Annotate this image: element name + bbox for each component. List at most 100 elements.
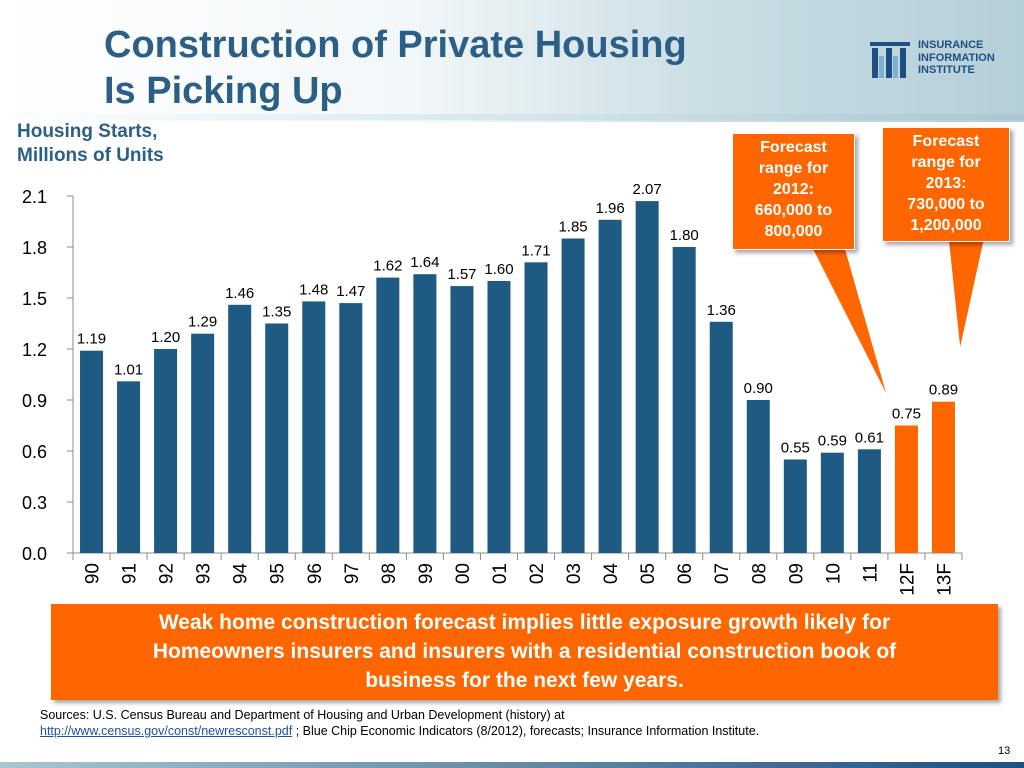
forecast-bar — [894, 425, 918, 553]
title-line-2: Is Picking Up — [104, 70, 343, 112]
bar-value-label: 1.19 — [77, 331, 106, 348]
y-tick-label: 0.6 — [22, 442, 47, 462]
y-tick-label: 0.3 — [22, 493, 47, 513]
history-bar — [413, 274, 437, 553]
page-number: 13 — [998, 745, 1011, 757]
history-bar — [487, 281, 511, 553]
bar-value-label: 1.47 — [336, 283, 365, 300]
x-tick-label: 90 — [83, 563, 104, 584]
x-axis: 90 91 92 93 94 95 96 97 98 99 00 01 02 03 04 05 06 07 08 09… — [72, 552, 963, 596]
x-tick-label: 95 — [268, 563, 289, 584]
value-labels: 1.19 1.01 1.20 1.29 1.46 1.35 1.48 1.47 1.62 1.64… — [77, 181, 958, 456]
forecast-bar — [931, 401, 955, 553]
history-bar — [265, 323, 289, 553]
x-tick-label: 02 — [527, 563, 548, 584]
history-bar — [857, 449, 881, 553]
iii-logo-icon — [870, 42, 910, 78]
bar-value-label: 2.07 — [633, 181, 662, 198]
census-source-link[interactable]: http://www.census.gov/const/newresconst.… — [40, 724, 293, 738]
callout-2012-line: 800,000 — [764, 223, 823, 240]
x-tick-label: 94 — [231, 563, 252, 585]
x-tick-label: 11 — [860, 563, 881, 583]
callout-2012-line: Forecast — [760, 139, 827, 156]
bar-value-label: 1.35 — [262, 304, 291, 321]
x-tick-label: 01 — [490, 563, 511, 584]
bar-value-label: 1.62 — [373, 258, 402, 275]
bar-value-label: 0.90 — [744, 380, 773, 397]
history-bar — [561, 238, 585, 553]
callout-2012-line: 660,000 to — [754, 202, 833, 219]
logo-text: INSURANCE INFORMATION INSTITUTE — [918, 39, 995, 77]
history-bar — [598, 219, 622, 554]
bar-value-label: 1.80 — [670, 227, 699, 244]
x-tick-label: 03 — [564, 563, 585, 584]
y-tick-label: 1.2 — [22, 340, 47, 360]
takeaway-line: Weak home construction forecast implies … — [158, 611, 891, 634]
x-tick-label: 92 — [157, 563, 178, 584]
history-bar — [80, 350, 104, 553]
history-bar — [524, 262, 548, 553]
subtitle-line-1: Housing Starts, — [17, 121, 158, 142]
callout-2013-line: Forecast — [912, 133, 980, 150]
y-axis: 0.0 0.3 0.6 0.9 1.2 1.5 1.8 2.1 — [22, 187, 74, 564]
subtitle-line-2: Millions of Units — [17, 145, 164, 166]
x-tick-label: 08 — [749, 563, 770, 584]
bar-value-label: 0.89 — [929, 382, 958, 399]
callout-2012-line: 2012: — [773, 181, 814, 198]
history-bar — [117, 381, 141, 553]
bar-value-label: 0.75 — [892, 406, 921, 423]
x-tick-label: 06 — [675, 563, 696, 584]
x-tick-label: 99 — [416, 563, 437, 584]
y-tick-label: 2.1 — [22, 187, 47, 207]
y-tick-label: 0.9 — [22, 391, 47, 411]
y-tick-label: 1.5 — [22, 289, 47, 309]
callout-2012-pointer — [809, 243, 889, 399]
bottom-band — [0, 762, 1024, 768]
callout-2013-pointer — [947, 235, 986, 351]
history-bar — [672, 247, 696, 553]
x-tick-label: 98 — [379, 563, 400, 584]
bar-value-label: 1.46 — [225, 285, 254, 302]
x-tick-label: 97 — [342, 563, 363, 584]
bar-value-label: 1.36 — [707, 302, 736, 319]
x-tick-label: 07 — [712, 563, 733, 584]
bar-value-label: 1.48 — [299, 281, 328, 298]
page-title: Construction of Private Housing Is Picki… — [104, 22, 687, 114]
logo-line-3: INSTITUTE — [918, 64, 975, 76]
x-tick-label: 04 — [601, 563, 622, 585]
history-bar — [228, 304, 252, 553]
housing-starts-chart: 0.00.30.60.91.21.51.82.1 90 91 92 93 94 95 96 9… — [22, 181, 986, 596]
header-band — [0, 0, 1024, 122]
x-tick-label: 91 — [120, 563, 141, 584]
history-bar — [376, 277, 400, 553]
bar-value-label: 1.20 — [151, 329, 180, 346]
sources-suffix: ; Blue Chip Economic Indicators (8/2012)… — [292, 724, 760, 738]
x-tick-label: 10 — [823, 563, 844, 584]
logo-line-2: INFORMATION — [918, 51, 995, 64]
chart-subtitle: Housing Starts, Millions of Units — [17, 120, 164, 168]
callout-pointers — [809, 235, 986, 399]
sources-note: Sources: U.S. Census Bureau and Departme… — [40, 707, 1000, 739]
bar-value-label: 0.59 — [818, 433, 847, 450]
bar-value-label: 1.60 — [484, 261, 513, 278]
forecast-callout-2012: Forecast range for 2012: 660,000 to 800,… — [732, 133, 855, 250]
bar-value-label: 1.57 — [447, 266, 476, 283]
history-bar — [635, 201, 659, 553]
sources-prefix: Sources: U.S. Census Bureau and Departme… — [40, 708, 565, 722]
callout-2013-line: 730,000 to — [907, 196, 985, 213]
bar-value-label: 1.01 — [114, 361, 143, 378]
title-line-1: Construction of Private Housing — [104, 24, 687, 66]
callout-2012-line: range for — [758, 160, 829, 177]
iii-logo: INSURANCE INFORMATION INSTITUTE — [868, 36, 1018, 82]
bar-value-label: 1.64 — [410, 254, 439, 271]
callout-2013-line: range for — [911, 154, 981, 171]
callout-2013-line: 2013: — [925, 175, 967, 192]
bar-value-label: 1.71 — [521, 242, 550, 259]
bar-value-label: 0.61 — [855, 429, 884, 446]
x-tick-label: 09 — [786, 563, 807, 584]
bars — [80, 201, 955, 554]
takeaway-line: Homeowners insurers and insurers with a … — [152, 640, 897, 663]
x-tick-label: 05 — [638, 563, 659, 584]
y-tick-label: 1.8 — [22, 238, 47, 258]
takeaway-line: business for the next few years. — [365, 669, 684, 692]
